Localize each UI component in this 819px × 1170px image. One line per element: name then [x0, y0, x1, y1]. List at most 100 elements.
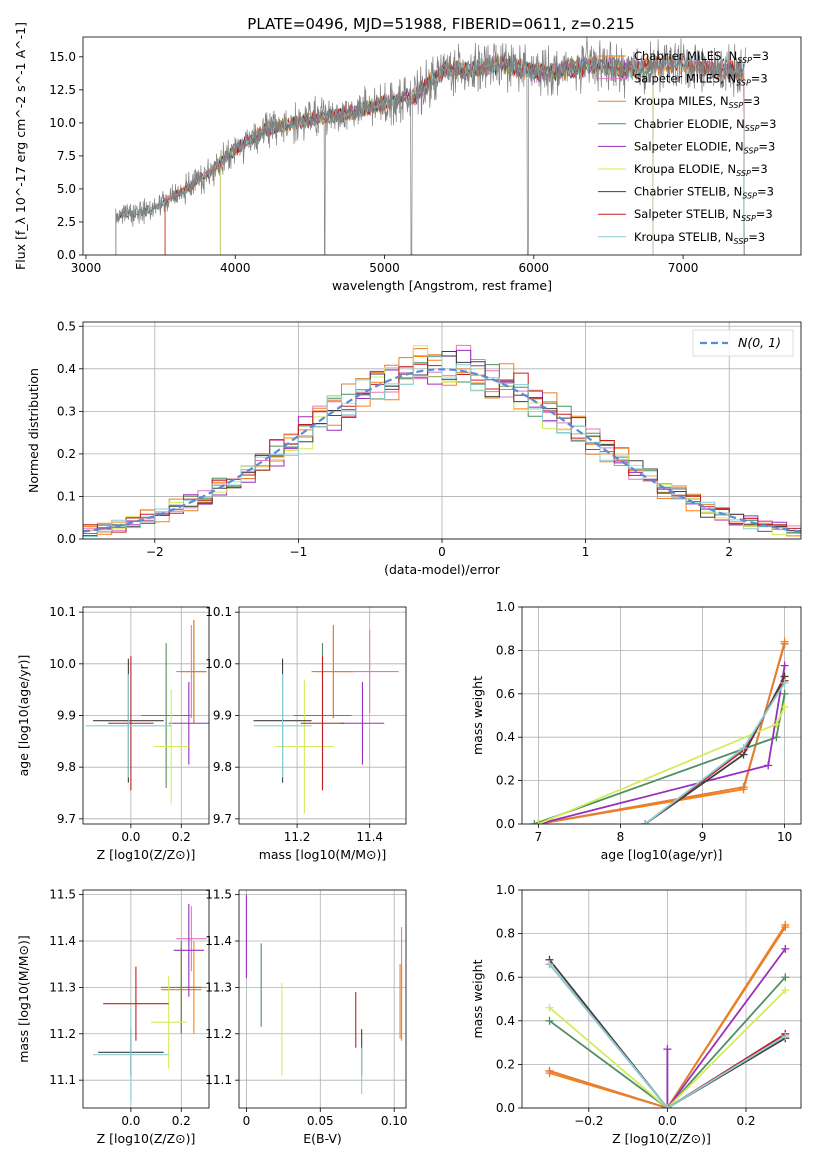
- error-point: [173, 903, 204, 997]
- x-tick-label: 0.0: [658, 1114, 677, 1128]
- x-axis-label: (data-model)/error: [384, 562, 501, 577]
- legend-text: Salpeter STELIB, N: [634, 207, 741, 221]
- legend-value: =3: [743, 94, 760, 108]
- x-tick-label: 0: [438, 545, 446, 559]
- y-tick-label: 11.1: [49, 1073, 76, 1087]
- legend-subscript: SSP: [734, 237, 749, 246]
- legend-subscript: SSP: [742, 192, 757, 201]
- legend-value: =3: [748, 230, 765, 244]
- panel-age-vs-Z: 0.0 0.2 9.7 9.8 9.9 10.0 10.1 Z [log10(Z/Z⊙)] ag…: [16, 605, 210, 862]
- error-point: [103, 966, 169, 1041]
- x-tick-label: 0.0: [121, 1114, 140, 1128]
- legend-entry: Salpeter ELODIE, NSSP=3: [634, 139, 775, 155]
- legend-value: =3: [751, 162, 768, 176]
- weight-line: [548, 963, 786, 1108]
- error-point: [181, 619, 207, 724]
- error-point: [140, 643, 192, 788]
- y-tick-label: 2.5: [57, 215, 76, 229]
- y-axis-label: mass weight: [470, 959, 485, 1038]
- y-tick-label: 0.3: [57, 404, 76, 418]
- y-axis-label: Normed distribution: [26, 368, 41, 493]
- histogram-step: [83, 355, 801, 537]
- plus-marker: [663, 1104, 672, 1108]
- y-tick-label: 9.9: [213, 709, 232, 723]
- y-tick-label: 0.0: [57, 248, 76, 262]
- legend-text: Kroupa STELIB, N: [634, 230, 734, 244]
- x-axis-label: age [log10(age/yr)]: [601, 847, 723, 862]
- y-tick-label: 12.5: [49, 83, 76, 97]
- y-tick-label: 11.5: [49, 888, 76, 902]
- gaussian-curve: [82, 368, 802, 533]
- axes-frame: [521, 606, 802, 825]
- legend-entry: Chabrier STELIB, NSSP=3: [634, 185, 774, 201]
- error-point: [300, 656, 345, 791]
- x-tick-label: 7000: [668, 261, 699, 275]
- weight-line: [548, 989, 786, 1108]
- y-tick-label: 0.4: [496, 1014, 515, 1028]
- y-tick-label: 11.4: [49, 934, 76, 948]
- plus-marker: [764, 761, 773, 770]
- error-point: [253, 674, 312, 778]
- legend-subscript: SSP: [729, 101, 744, 110]
- y-tick-label: 15.0: [49, 50, 76, 64]
- plus-marker: [780, 661, 789, 670]
- legend-subscript: SSP: [745, 124, 760, 133]
- y-axis-label: Flux [f_λ 10^-17 erg cm^-2 s^-1 A^-1]: [13, 22, 28, 270]
- plot-area: [82, 344, 802, 537]
- y-tick-label: 10.1: [205, 605, 232, 619]
- y-tick-label: 9.8: [213, 760, 232, 774]
- panel-weight-vs-age: 7 8 9 10 0.0 0.2 0.4 0.6 0.8 1.0 age [log10(age/yr…: [470, 600, 802, 862]
- legend-entry: Kroupa STELIB, NSSP=3: [634, 230, 765, 246]
- plus-marker: [530, 820, 539, 824]
- plus-marker: [545, 1003, 554, 1012]
- y-tick-label: 10.0: [205, 657, 232, 671]
- x-tick-label: 5000: [369, 261, 400, 275]
- y-tick-label: 11.4: [205, 934, 232, 948]
- legend-value: =3: [752, 49, 769, 63]
- x-tick-label: 11.2: [284, 830, 311, 844]
- plus-marker: [534, 820, 543, 824]
- error-point: [161, 941, 202, 1034]
- plot-area: [245, 894, 403, 1095]
- x-tick-label: 3000: [71, 261, 102, 275]
- y-tick-label: 0.2: [496, 774, 515, 788]
- error-point: [176, 906, 207, 972]
- legend-text: Kroupa ELODIE, N: [634, 162, 736, 176]
- legend-entry: Kroupa ELODIE, NSSP=3: [634, 162, 768, 178]
- legend-value: =3: [751, 72, 768, 86]
- panel-weight-vs-Z: −0.2 0.0 0.2 0.0 0.2 0.4 0.6 0.8 1.0 Z [log10(Z/Z…: [470, 883, 802, 1146]
- observed-spectrum: [115, 37, 746, 255]
- plus-marker: [739, 783, 748, 792]
- y-tick-label: 0.2: [496, 1057, 515, 1071]
- axes-frame: [521, 889, 802, 1109]
- model-spectrum: [115, 53, 745, 255]
- y-tick-label: 0.6: [496, 687, 515, 701]
- weight-line: [666, 948, 787, 1108]
- y-tick-label: 1.0: [496, 600, 515, 614]
- error-point: [85, 674, 172, 778]
- legend-entry: Chabrier MILES, NSSP=3: [634, 49, 769, 65]
- x-axis-label: mass [log10(M/M⊙)]: [259, 847, 387, 862]
- y-tick-label: 10.0: [49, 116, 76, 130]
- legend: N(0, 1): [692, 329, 794, 357]
- legend-subscript: SSP: [744, 146, 759, 155]
- plot-area: [115, 37, 746, 255]
- legend-value: =3: [758, 139, 775, 153]
- y-tick-label: 11.2: [205, 1027, 232, 1041]
- legend-text: Salpeter MILES, N: [634, 72, 736, 86]
- x-tick-label: 6000: [519, 261, 550, 275]
- legend-entry: Kroupa MILES, NSSP=3: [634, 94, 760, 110]
- plus-marker: [772, 720, 781, 729]
- plus-marker: [781, 944, 790, 953]
- plus-marker: [739, 744, 748, 753]
- plot-area: [253, 625, 399, 814]
- axes-frame: [82, 36, 802, 256]
- x-tick-label: −1: [290, 545, 308, 559]
- y-axis-label: mass [log10(M/M⊙)]: [16, 935, 31, 1063]
- axes-frame: [82, 321, 802, 540]
- legend-value: =3: [756, 207, 773, 221]
- legend-text: Kroupa MILES, N: [634, 94, 729, 108]
- legend-text: Chabrier ELODIE, N: [634, 117, 745, 131]
- y-tick-label: 9.7: [213, 812, 232, 826]
- y-tick-label: 7.5: [57, 149, 76, 163]
